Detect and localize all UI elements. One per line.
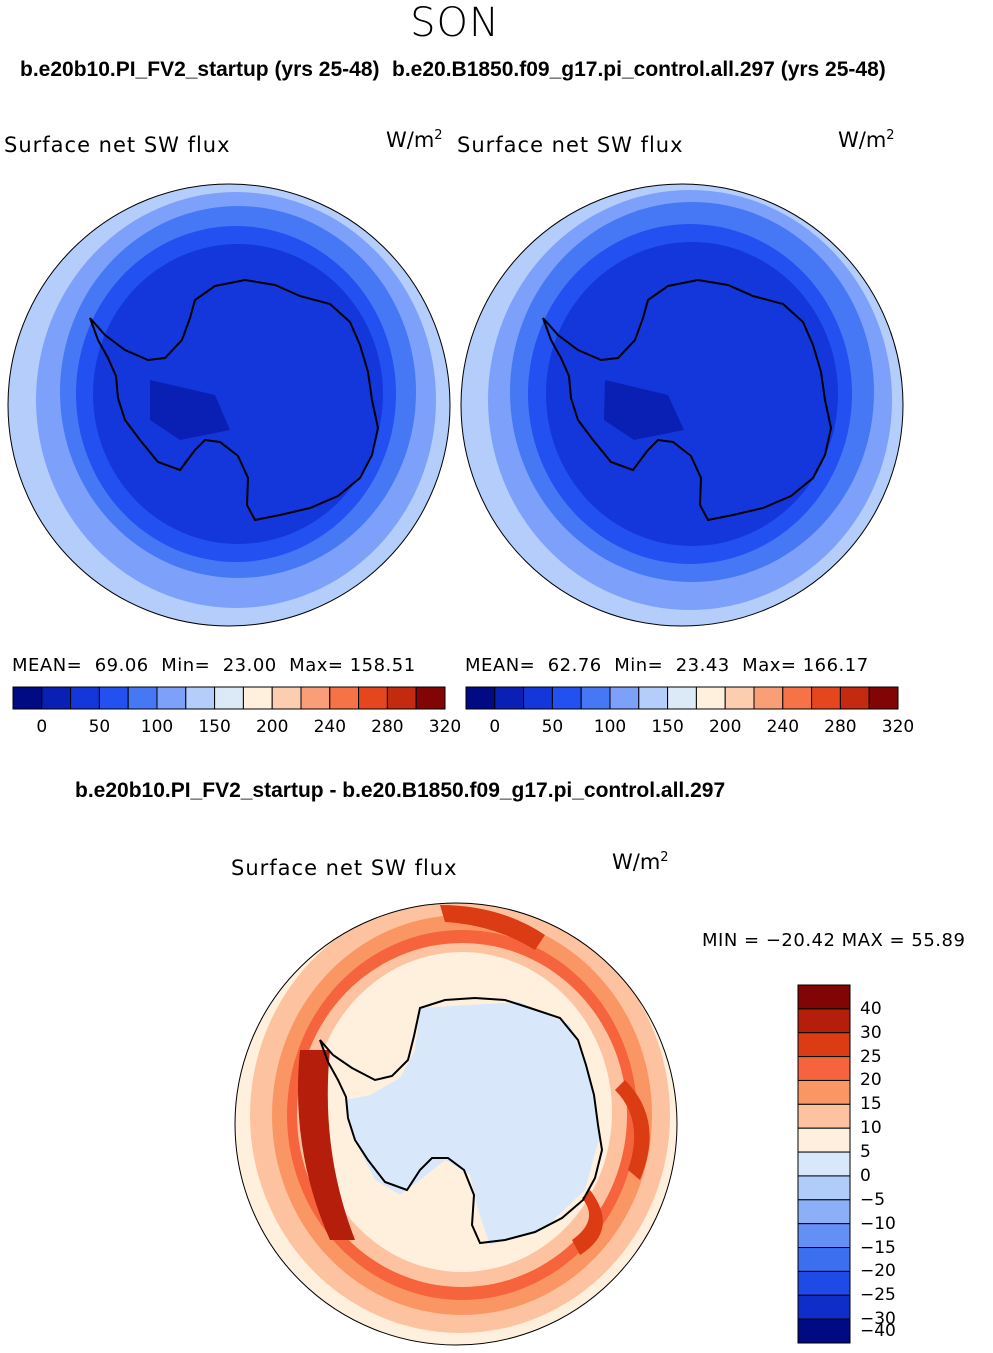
- colorbar-tick-label: 240: [766, 717, 800, 737]
- colorbar-swatch: [797, 1175, 851, 1201]
- antarctica-coastline: [89, 278, 380, 522]
- colorbar-tick-label: 100: [140, 717, 174, 737]
- colorbar-swatch: [797, 1199, 851, 1225]
- colorbar-level-label: 5: [860, 1142, 871, 1163]
- colorbar-level-label: 25: [860, 1046, 882, 1067]
- colorbar-level-label: −25: [860, 1285, 896, 1306]
- left-colorbar-ticks: 0 50 100 150 200 240 280 320: [13, 717, 461, 739]
- colorbar-level-label: −20: [860, 1261, 896, 1282]
- colorbar-level-label: −30: [860, 1309, 896, 1330]
- colorbar-tick-label: 280: [824, 717, 857, 737]
- difference-title: b.e20b10.PI_FV2_startup - b.e20.B1850.f0…: [75, 779, 726, 802]
- right-colorbar: [465, 686, 899, 710]
- left-case-title: b.e20b10.PI_FV2_startup (yrs 25-48): [20, 58, 380, 81]
- colorbar-tick-label: 50: [88, 717, 111, 737]
- right-colorbar-ticks: 0 50 100 150 200 240 280 320: [466, 717, 914, 739]
- colorbar-swatch: [797, 984, 851, 1010]
- colorbar-tick-label: 150: [651, 717, 684, 737]
- colorbar-tick-label: 320: [881, 717, 915, 737]
- colorbar-swatch: [797, 1247, 851, 1272]
- left-variable-label: Surface net SW flux: [4, 133, 231, 157]
- colorbar-tick-label: 50: [541, 717, 564, 737]
- colorbar-level-label: −40: [860, 1321, 896, 1342]
- colorbar-swatch: [868, 686, 899, 710]
- diff-variable-label: Surface net SW flux: [231, 856, 458, 880]
- colorbar-tick-label: 0: [489, 717, 501, 737]
- colorbar-swatch: [797, 1223, 851, 1249]
- left-units: W/m2: [386, 128, 443, 152]
- colorbar-level-label: −15: [860, 1237, 896, 1258]
- colorbar-level-label: 40: [860, 998, 882, 1019]
- colorbar-swatch: [797, 1103, 851, 1129]
- colorbar-level-label: 15: [860, 1094, 882, 1115]
- colorbar-swatch: [797, 1294, 851, 1320]
- colorbar-swatch: [797, 1127, 851, 1153]
- colorbar-level-label: 10: [860, 1118, 882, 1139]
- antarctica-coastline: [542, 278, 833, 522]
- right-stats: MEAN= 62.76 Min= 23.43 Max= 166.17: [465, 655, 869, 676]
- colorbar-swatch: [797, 1008, 851, 1034]
- right-case-title: b.e20.B1850.f09_g17.pi_control.all.297 (…: [392, 58, 886, 81]
- difference-colorbar-labels: 40 30 25 20 15 10 5 0 −5 −10 −15 −20 −25 −30 −40: [860, 985, 920, 1343]
- colorbar-level-label: 30: [860, 1022, 882, 1043]
- colorbar-tick-label: 150: [198, 717, 231, 737]
- left-colorbar: [12, 686, 446, 710]
- colorbar-tick-label: 200: [708, 717, 742, 737]
- colorbar-tick-label: 240: [313, 717, 347, 737]
- season-title: SON: [410, 0, 500, 46]
- colorbar-swatch: [797, 1318, 851, 1344]
- colorbar-swatch: [415, 686, 446, 710]
- colorbar-tick-label: 280: [371, 717, 404, 737]
- antarctica-coastline: [319, 996, 604, 1245]
- diff-minmax: MIN = −20.42 MAX = 55.89: [702, 930, 966, 951]
- colorbar-level-label: −5: [860, 1189, 886, 1210]
- colorbar-tick-label: 0: [36, 717, 48, 737]
- colorbar-swatch: [797, 1270, 851, 1296]
- colorbar-tick-label: 200: [255, 717, 289, 737]
- colorbar-level-label: −10: [860, 1213, 896, 1234]
- right-variable-label: Surface net SW flux: [457, 133, 684, 157]
- colorbar-swatch: [797, 1032, 851, 1058]
- colorbar-level-label: 20: [860, 1070, 882, 1091]
- colorbar-swatch: [797, 1056, 851, 1081]
- colorbar-tick-label: 100: [593, 717, 627, 737]
- diff-units: W/m2: [612, 850, 669, 874]
- left-stats: MEAN= 69.06 Min= 23.00 Max= 158.51: [12, 655, 416, 676]
- colorbar-swatch: [797, 1151, 851, 1177]
- colorbar-tick-label: 320: [428, 717, 462, 737]
- difference-colorbar: [797, 984, 851, 1344]
- colorbar-swatch: [797, 1079, 851, 1105]
- colorbar-level-label: 0: [860, 1165, 871, 1186]
- right-units: W/m2: [838, 128, 895, 152]
